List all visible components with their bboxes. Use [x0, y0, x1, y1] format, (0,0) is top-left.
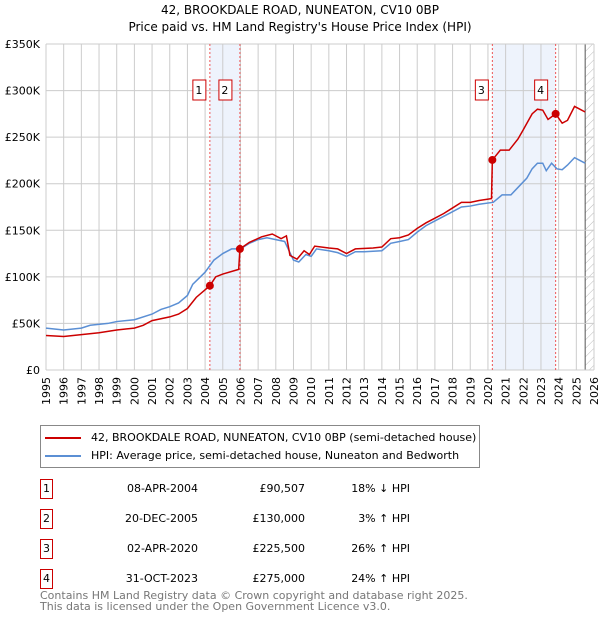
sale-price: £225,500 [252, 542, 306, 555]
y-tick-label: £300K [5, 85, 41, 98]
x-tick-label: 2018 [447, 377, 460, 405]
x-tick-label: 2009 [287, 377, 300, 405]
legend-label: 42, BROOKDALE ROAD, NUNEATON, CV10 0BP (… [91, 431, 477, 444]
sale-point [551, 109, 560, 118]
sale-price: £275,000 [252, 572, 306, 585]
sale-row: 3 02-APR-2020 £225,500 26% ↑ HPI [40, 539, 440, 559]
x-tick-label: 2016 [411, 377, 424, 405]
sale-date: 31-OCT-2023 [125, 572, 198, 585]
sale-label: 4 [537, 84, 544, 97]
x-tick-label: 2026 [588, 377, 600, 405]
sale-number: 1 [40, 479, 53, 499]
sale-date: 02-APR-2020 [126, 542, 198, 555]
y-tick-label: £50K [12, 317, 41, 330]
sale-number: 2 [40, 509, 53, 529]
y-tick-label: £100K [5, 271, 41, 284]
legend-swatch-hpi [45, 454, 81, 457]
x-tick-label: 2011 [323, 377, 336, 405]
x-tick-label: 1995 [40, 377, 53, 405]
y-tick-label: £0 [26, 364, 40, 377]
x-tick-label: 2014 [376, 377, 389, 405]
x-tick-label: 1999 [111, 377, 124, 405]
footer-line: Contains HM Land Registry data © Crown c… [40, 589, 468, 602]
legend-item-property: 42, BROOKDALE ROAD, NUNEATON, CV10 0BP (… [45, 431, 476, 444]
sale-date: 20-DEC-2005 [124, 512, 198, 525]
x-tick-label: 2000 [128, 377, 141, 405]
sale-hpi-diff: 26% ↑ HPI [351, 542, 410, 555]
sale-hpi-diff: 3% ↑ HPI [358, 512, 410, 525]
y-tick-label: £150K [5, 224, 41, 237]
sale-point [235, 244, 244, 253]
sale-price: £90,507 [259, 482, 306, 495]
sale-number: 4 [40, 569, 53, 589]
sale-price: £130,000 [252, 512, 306, 525]
sale-label: 2 [221, 84, 228, 97]
sale-row: 2 20-DEC-2005 £130,000 3% ↑ HPI [40, 509, 440, 529]
legend-item-hpi: HPI: Average price, semi-detached house,… [45, 449, 459, 462]
x-tick-label: 2012 [341, 377, 354, 405]
sale-row: 4 31-OCT-2023 £275,000 24% ↑ HPI [40, 569, 440, 589]
x-tick-label: 2004 [199, 377, 212, 405]
sale-point [488, 155, 497, 164]
sale-hpi-diff: 18% ↓ HPI [351, 482, 410, 495]
x-tick-label: 2003 [181, 377, 194, 405]
x-tick-label: 2022 [517, 377, 530, 405]
legend-label: HPI: Average price, semi-detached house,… [91, 449, 460, 462]
forecast-hatch [585, 44, 594, 370]
sale-row: 1 08-APR-2004 £90,507 18% ↓ HPI [40, 479, 440, 499]
chart-title: 42, BROOKDALE ROAD, NUNEATON, CV10 0BP [161, 3, 439, 17]
sale-date: 08-APR-2004 [126, 482, 198, 495]
x-tick-label: 2024 [553, 377, 566, 405]
x-tick-label: 2015 [394, 377, 407, 405]
sale-label: 1 [195, 84, 202, 97]
x-tick-label: 2013 [358, 377, 371, 405]
series-line-property [45, 105, 586, 338]
legend-swatch-property [45, 436, 81, 439]
legend: 42, BROOKDALE ROAD, NUNEATON, CV10 0BP (… [40, 425, 480, 468]
sale-label-box [534, 79, 549, 101]
x-tick-label: 2017 [429, 377, 442, 405]
footer: Contains HM Land Registry data © Crown c… [40, 590, 468, 612]
x-tick-label: 2008 [270, 377, 283, 405]
sale-label: 3 [478, 84, 485, 97]
sale-hpi-diff: 24% ↑ HPI [351, 572, 410, 585]
sale-label-box [192, 79, 207, 101]
x-tick-label: 2005 [217, 377, 230, 405]
x-tick-label: 2001 [146, 377, 159, 405]
footer-line: This data is licensed under the Open Gov… [40, 600, 391, 613]
x-tick-label: 1996 [58, 377, 71, 405]
sale-label-box [218, 79, 233, 101]
price-chart: 42, BROOKDALE ROAD, NUNEATON, CV10 0BP P… [5, 3, 600, 405]
x-tick-label: 1998 [93, 377, 106, 405]
x-tick-label: 2020 [482, 377, 495, 405]
y-tick-label: £200K [5, 178, 41, 191]
x-tick-label: 2019 [464, 377, 477, 405]
chart-subtitle: Price paid vs. HM Land Registry's House … [128, 20, 471, 34]
x-tick-label: 2025 [570, 377, 583, 405]
sale-point [205, 281, 214, 290]
x-tick-label: 2007 [252, 377, 265, 405]
x-tick-label: 2006 [234, 377, 247, 405]
sale-label-box [474, 79, 489, 101]
x-tick-label: 2021 [500, 377, 513, 405]
x-tick-label: 2002 [164, 377, 177, 405]
sale-number: 3 [40, 539, 53, 559]
y-tick-label: £250K [5, 131, 41, 144]
x-tick-label: 1997 [75, 377, 88, 405]
series-line-hpi [45, 156, 586, 331]
y-tick-label: £350K [5, 38, 41, 51]
x-tick-label: 2023 [535, 377, 548, 405]
x-tick-label: 2010 [305, 377, 318, 405]
